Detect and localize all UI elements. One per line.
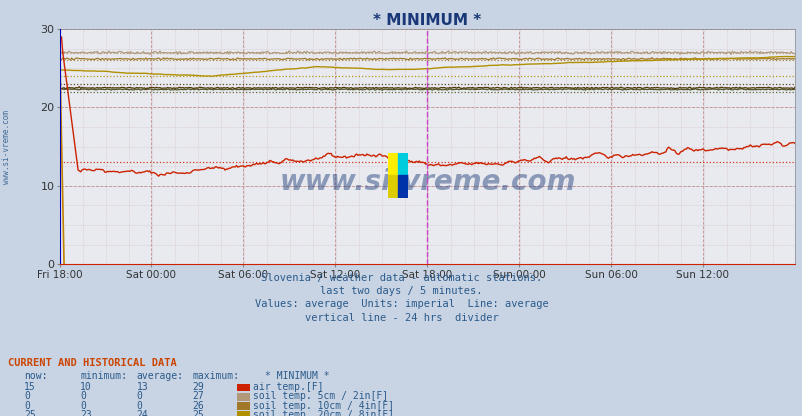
- Text: 13: 13: [136, 382, 148, 392]
- Text: soil temp. 20cm / 8in[F]: soil temp. 20cm / 8in[F]: [253, 410, 394, 416]
- Bar: [387, 153, 398, 176]
- Text: vertical line - 24 hrs  divider: vertical line - 24 hrs divider: [304, 313, 498, 323]
- Text: 0: 0: [24, 391, 30, 401]
- Text: 24: 24: [136, 410, 148, 416]
- Text: 25: 25: [192, 410, 205, 416]
- Text: www.si-vreme.com: www.si-vreme.com: [279, 168, 575, 196]
- Text: Values: average  Units: imperial  Line: average: Values: average Units: imperial Line: av…: [254, 300, 548, 310]
- Bar: [387, 176, 398, 198]
- Text: 23: 23: [80, 410, 92, 416]
- Text: 15: 15: [24, 382, 36, 392]
- Text: Slovenia / weather data - automatic stations.: Slovenia / weather data - automatic stat…: [261, 273, 541, 283]
- Bar: [398, 176, 407, 198]
- Text: 0: 0: [136, 401, 142, 411]
- Text: 0: 0: [80, 401, 86, 411]
- Text: minimum:: minimum:: [80, 371, 128, 381]
- Title: * MINIMUM *: * MINIMUM *: [373, 13, 481, 28]
- Text: soil temp. 5cm / 2in[F]: soil temp. 5cm / 2in[F]: [253, 391, 387, 401]
- Text: air temp.[F]: air temp.[F]: [253, 382, 323, 392]
- Text: maximum:: maximum:: [192, 371, 240, 381]
- Text: now:: now:: [24, 371, 47, 381]
- Text: 10: 10: [80, 382, 92, 392]
- Text: 0: 0: [80, 391, 86, 401]
- Text: www.si-vreme.com: www.si-vreme.com: [2, 110, 11, 183]
- Text: last two days / 5 minutes.: last two days / 5 minutes.: [320, 286, 482, 296]
- Bar: [398, 153, 407, 176]
- Text: 0: 0: [136, 391, 142, 401]
- Text: 26: 26: [192, 401, 205, 411]
- Text: 0: 0: [24, 401, 30, 411]
- Text: * MINIMUM *: * MINIMUM *: [265, 371, 329, 381]
- Text: average:: average:: [136, 371, 184, 381]
- Text: soil temp. 10cm / 4in[F]: soil temp. 10cm / 4in[F]: [253, 401, 394, 411]
- Text: 25: 25: [24, 410, 36, 416]
- Text: 27: 27: [192, 391, 205, 401]
- Text: CURRENT AND HISTORICAL DATA: CURRENT AND HISTORICAL DATA: [8, 358, 176, 368]
- Text: 29: 29: [192, 382, 205, 392]
